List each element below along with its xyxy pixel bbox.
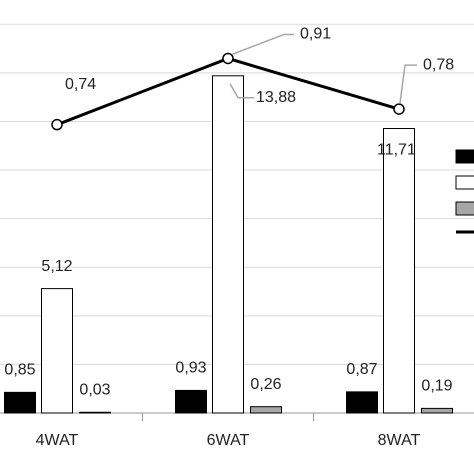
legend-swatch [455,149,474,164]
data-label: 0,03 [79,381,110,398]
bar [212,75,244,414]
bar [250,406,282,414]
x-tick-label: 6WAT [207,432,250,449]
data-label: 0,19 [421,378,452,395]
legend-swatch [455,175,474,190]
leader-line [399,64,417,104]
bar [421,407,453,414]
bar [79,411,111,414]
data-label: 5,12 [41,258,72,275]
bar [346,391,378,414]
data-label: 13,88 [256,89,296,106]
bar [383,128,415,414]
leader-line [229,83,254,99]
x-tick-label: 8WAT [378,432,421,449]
line-point [393,103,405,115]
data-label: 0,74 [65,76,96,93]
data-label: 0,93 [175,360,206,377]
data-label: 0,91 [300,26,331,43]
legend-swatch [455,201,474,216]
bar [4,391,36,414]
line-point [222,52,234,65]
bar [175,389,207,414]
line-point [51,118,63,131]
leader-line [231,33,294,56]
data-label: 0,85 [4,362,35,379]
data-label: 11,71 [377,142,416,159]
x-tick-label: 4WAT [36,432,79,449]
data-label: 0,26 [250,376,281,393]
data-label: 0,87 [346,361,377,378]
bar [41,288,73,414]
data-label: 0,78 [423,56,454,73]
